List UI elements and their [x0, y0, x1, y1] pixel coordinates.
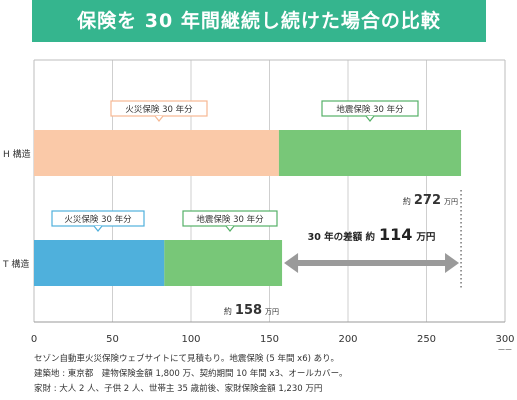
x-tick-label: 250 [417, 334, 436, 345]
category-label: T 構造 [2, 258, 29, 270]
label-h-fire-pointer [154, 115, 164, 122]
label-h-quake: 地震保険 30 年分 [336, 104, 404, 115]
bar-earthquake-insurance [164, 240, 283, 286]
difference-label: 30 年の差額 約 114 万円 [308, 225, 436, 244]
x-tick-label: 300 [495, 334, 514, 345]
x-axis-unit: 万円 [498, 349, 512, 350]
label-t-fire-pointer [93, 225, 103, 232]
x-tick-label: 200 [338, 334, 357, 345]
page-title: 保険を 30 年間継続し続けた場合の比較 [32, 0, 486, 42]
total-label: 約 272 万円 [403, 193, 458, 208]
bar-fire-insurance [34, 130, 279, 176]
x-tick-label: 50 [106, 334, 119, 345]
difference-arrow-head-right [445, 253, 460, 273]
label-t-quake-pointer [225, 225, 235, 232]
label-t-quake: 地震保険 30 年分 [196, 214, 264, 225]
label-h-fire: 火災保険 30 年分 [125, 104, 193, 115]
x-tick-label: 0 [31, 334, 37, 345]
footnote-line: セゾン自動車火災保険ウェブサイトにて見積もり。地震保険 (5 年間 x6) あり… [34, 354, 339, 364]
category-label: H 構造 [3, 148, 31, 160]
footnotes: セゾン自動車火災保険ウェブサイトにて見積もり。地震保険 (5 年間 x6) あり… [34, 352, 348, 397]
label-t-fire: 火災保険 30 年分 [64, 214, 132, 225]
bar-earthquake-insurance [278, 130, 462, 176]
footnote-line: 家財 : 大人 2 人、子供 2 人、世帯主 35 歳前後、家財保険金額 1,2… [34, 384, 323, 394]
label-h-quake-pointer [365, 115, 375, 122]
total-label: 約 158 万円 [224, 303, 279, 318]
difference-arrow-head-left [284, 253, 299, 273]
x-tick-label: 150 [260, 334, 279, 345]
x-tick-label: 100 [181, 334, 200, 345]
bar-fire-insurance [34, 240, 165, 286]
footnote-line: 建築地 : 東京都 建物保険金額 1,800 万、契約期間 10 年間 x3、オ… [34, 369, 348, 379]
